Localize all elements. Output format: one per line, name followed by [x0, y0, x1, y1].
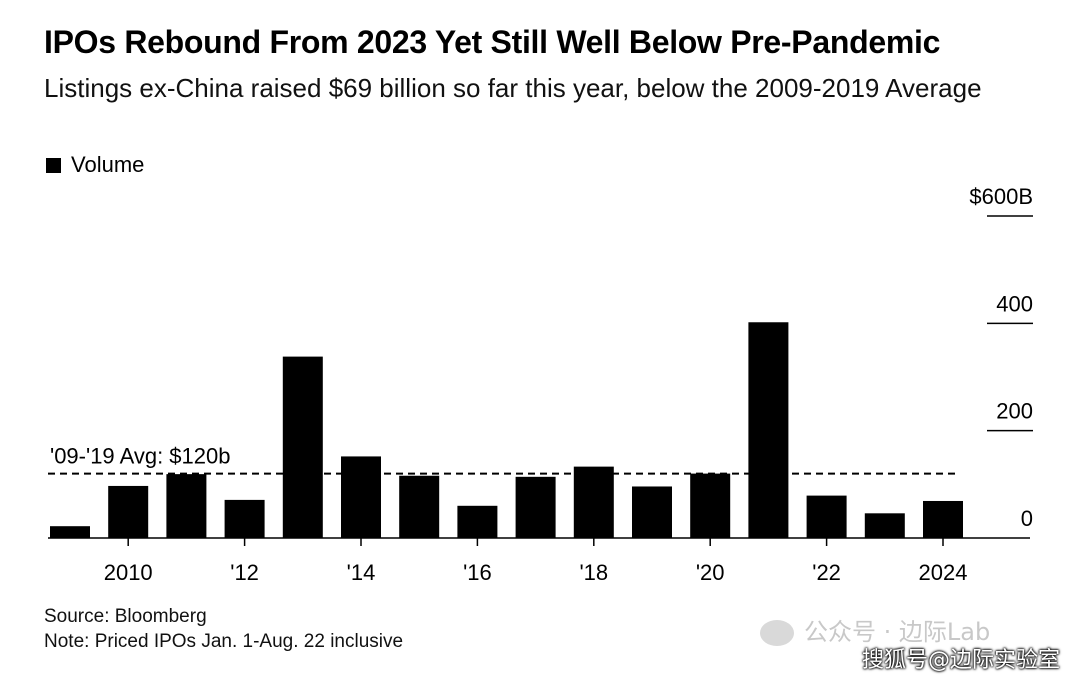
bar-2010 — [108, 485, 149, 538]
x-tick-label: 2010 — [104, 560, 153, 585]
bar-2018 — [573, 466, 614, 538]
bar-2024 — [923, 500, 963, 538]
bar-2019 — [632, 486, 672, 538]
chart-legend: Volume — [46, 152, 144, 178]
wechat-icon — [760, 620, 794, 646]
chart-subtitle: Listings ex-China raised $69 billion so … — [44, 73, 982, 103]
bar-2021 — [748, 322, 789, 538]
bar-2016 — [457, 505, 498, 538]
y-tick-label: 400 — [996, 291, 1033, 316]
x-tick-label: 2024 — [919, 560, 968, 585]
legend-swatch — [46, 157, 61, 173]
bar-chart: 0 200 400 $600B '09-'19 Avg: $120b 2010 '12 '… — [48, 184, 1033, 585]
average-reference: '09-'19 Avg: $120b — [48, 444, 960, 475]
legend-label: Volume — [71, 152, 145, 177]
method-note: Note: Priced IPOs Jan. 1-Aug. 22 inclusi… — [44, 631, 404, 652]
bar-2012 — [224, 499, 265, 538]
bar-2009 — [50, 526, 90, 538]
x-tick-label: '20 — [696, 560, 725, 585]
x-tick-label: '16 — [463, 560, 492, 585]
chart-footer: Source: Bloomberg Note: Priced IPOs Jan.… — [44, 604, 403, 654]
chart-title: IPOs Rebound From 2023 Yet Still Well Be… — [44, 24, 941, 60]
bar-2020 — [690, 473, 731, 538]
bar-2022 — [806, 495, 847, 538]
bar-2014 — [341, 456, 381, 538]
y-tick-label: $600B — [969, 184, 1033, 209]
x-tick-label: '14 — [347, 560, 376, 585]
watermark-primary: 公众号 · 边际Lab — [804, 618, 991, 646]
y-tick-label: 0 — [1021, 506, 1033, 531]
x-tick-label: '22 — [812, 560, 841, 585]
y-gridlines: 0 200 400 $600B — [969, 184, 1033, 531]
bar-2013 — [282, 356, 323, 538]
watermark: 公众号 · 边际Lab — [760, 612, 990, 647]
average-label: '09-'19 Avg: $120b — [50, 444, 230, 469]
bar-2023 — [864, 513, 905, 538]
watermark-secondary: 搜狐号@边际实验室 — [862, 648, 1061, 673]
x-tick-label: '18 — [579, 560, 608, 585]
bars — [50, 322, 963, 538]
bar-2011 — [166, 474, 207, 538]
bar-2017 — [515, 476, 556, 538]
x-axis: 2010 '12 '14 '16 '18 '20 '22 2024 — [48, 537, 1030, 585]
y-tick-label: 200 — [996, 399, 1033, 424]
x-tick-label: '12 — [230, 560, 259, 585]
source-note: Source: Bloomberg — [44, 606, 207, 627]
bar-2015 — [399, 475, 440, 538]
